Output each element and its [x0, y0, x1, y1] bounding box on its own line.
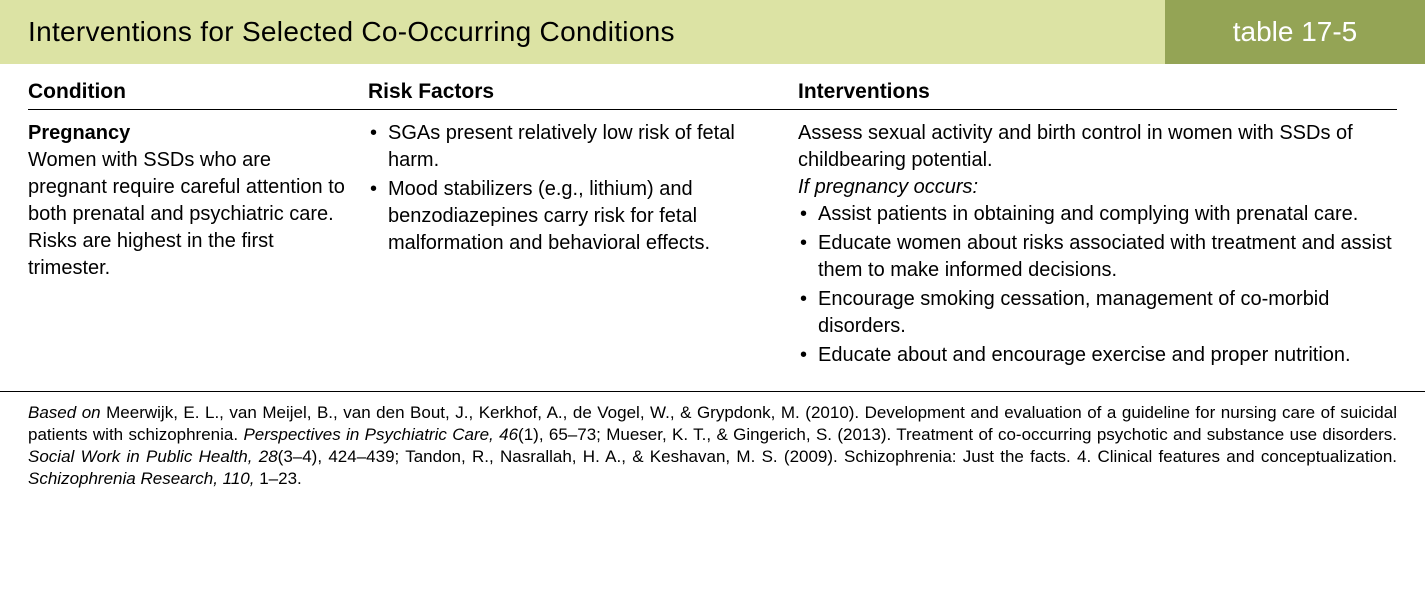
- citation-journal: Schizophrenia Research, 110,: [28, 469, 255, 488]
- table-title: Interventions for Selected Co-Occurring …: [0, 0, 1165, 64]
- interventions-subhead: If pregnancy occurs:: [798, 174, 1397, 201]
- citation-journal: Perspectives in Psychiatric Care, 46: [243, 425, 518, 444]
- list-item: SGAs present relatively low risk of feta…: [368, 120, 778, 174]
- interventions-cell: Assess sexual activity and birth control…: [798, 120, 1397, 371]
- list-item: Encourage smoking cessation, management …: [798, 286, 1397, 340]
- column-header-interventions: Interventions: [798, 80, 1397, 104]
- condition-cell: Pregnancy Women with SSDs who are pregna…: [28, 120, 368, 371]
- column-headers-row: Condition Risk Factors Interventions: [28, 80, 1397, 110]
- citation-text: 1–23.: [255, 469, 302, 488]
- table-number-badge: table 17-5: [1165, 0, 1425, 64]
- list-item: Educate women about risks associated wit…: [798, 230, 1397, 284]
- column-header-risk-factors: Risk Factors: [368, 80, 798, 104]
- table-row: Pregnancy Women with SSDs who are pregna…: [28, 120, 1397, 371]
- citation-journal: Social Work in Public Health, 28: [28, 447, 278, 466]
- citation-text: (1), 65–73; Mueser, K. T., & Gingerich, …: [518, 425, 1397, 444]
- column-header-condition: Condition: [28, 80, 368, 104]
- table-body: Condition Risk Factors Interventions Pre…: [0, 64, 1425, 377]
- list-item: Educate about and encourage exercise and…: [798, 342, 1397, 369]
- interventions-lead: Assess sexual activity and birth control…: [798, 120, 1397, 174]
- list-item: Mood stabilizers (e.g., lithium) and ben…: [368, 176, 778, 257]
- condition-description: Women with SSDs who are pregnant require…: [28, 147, 348, 282]
- citation-lead: Based on: [28, 403, 106, 422]
- interventions-list: Assist patients in obtaining and complyi…: [798, 201, 1397, 369]
- risk-factors-list: SGAs present relatively low risk of feta…: [368, 120, 778, 257]
- list-item: Assist patients in obtaining and complyi…: [798, 201, 1397, 228]
- table-header-bar: Interventions for Selected Co-Occurring …: [0, 0, 1425, 64]
- citation-footer: Based on Meerwijk, E. L., van Meijel, B.…: [0, 391, 1425, 502]
- risk-factors-cell: SGAs present relatively low risk of feta…: [368, 120, 798, 371]
- condition-title: Pregnancy: [28, 120, 348, 147]
- citation-text: (3–4), 424–439; Tandon, R., Nasrallah, H…: [278, 447, 1397, 466]
